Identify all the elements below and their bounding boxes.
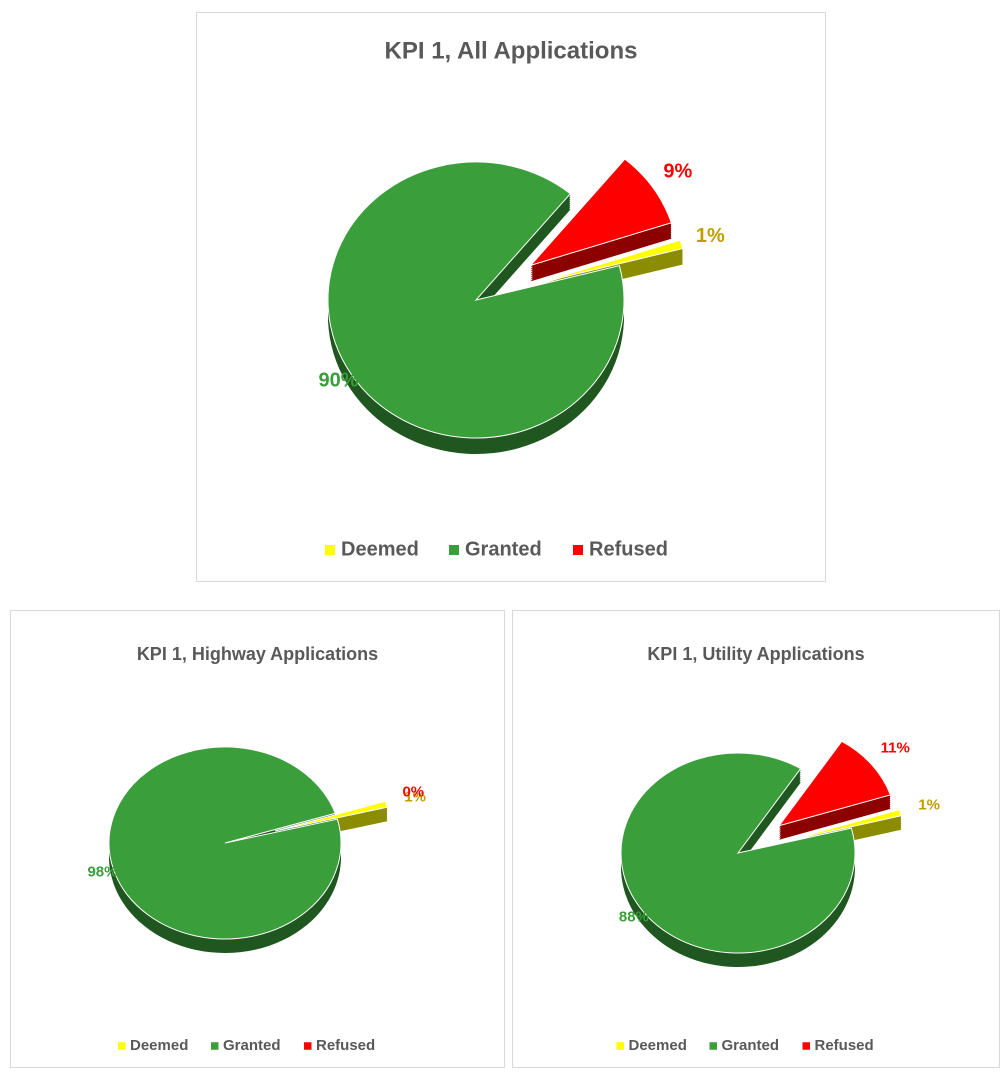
data-label: 1% bbox=[404, 788, 426, 805]
legend-swatch bbox=[304, 1042, 312, 1050]
slice bbox=[274, 800, 388, 832]
data-label: 90% bbox=[319, 370, 359, 392]
legend-swatch bbox=[449, 545, 459, 555]
legend-swatch bbox=[709, 1042, 717, 1050]
slice bbox=[539, 239, 684, 284]
legend-label: Deemed bbox=[130, 1037, 188, 1054]
slice bbox=[274, 799, 385, 831]
legend-label: Deemed bbox=[341, 538, 419, 560]
chart-title: KPI 1, Utility Applications bbox=[647, 644, 864, 664]
data-label: 11% bbox=[881, 740, 910, 757]
legend-label: Deemed bbox=[629, 1037, 687, 1054]
legend-swatch bbox=[118, 1042, 126, 1050]
slice bbox=[529, 158, 672, 267]
slice bbox=[620, 752, 856, 954]
data-label: 9% bbox=[663, 160, 692, 182]
legend-label: Refused bbox=[316, 1037, 375, 1054]
data-label: 1% bbox=[918, 797, 940, 814]
legend-swatch bbox=[573, 545, 583, 555]
legend-swatch bbox=[616, 1042, 624, 1050]
slice bbox=[108, 746, 342, 940]
legend-label: Granted bbox=[223, 1037, 281, 1054]
legend-label: Granted bbox=[465, 538, 542, 560]
legend-label: Refused bbox=[815, 1037, 874, 1054]
data-label: 0% bbox=[402, 783, 424, 800]
legend-label: Refused bbox=[589, 538, 668, 560]
chart-title: KPI 1, All Applications bbox=[385, 37, 638, 64]
chart-title: KPI 1, Highway Applications bbox=[137, 644, 378, 664]
legend-swatch bbox=[325, 545, 335, 555]
legend-swatch bbox=[211, 1042, 219, 1050]
legend-swatch bbox=[802, 1042, 810, 1050]
slice bbox=[777, 740, 892, 827]
data-label: 1% bbox=[696, 225, 725, 247]
data-label: 98% bbox=[87, 863, 117, 880]
data-label: 88% bbox=[619, 909, 649, 926]
slice bbox=[327, 161, 625, 439]
legend-label: Granted bbox=[722, 1037, 780, 1054]
slice bbox=[787, 809, 902, 842]
